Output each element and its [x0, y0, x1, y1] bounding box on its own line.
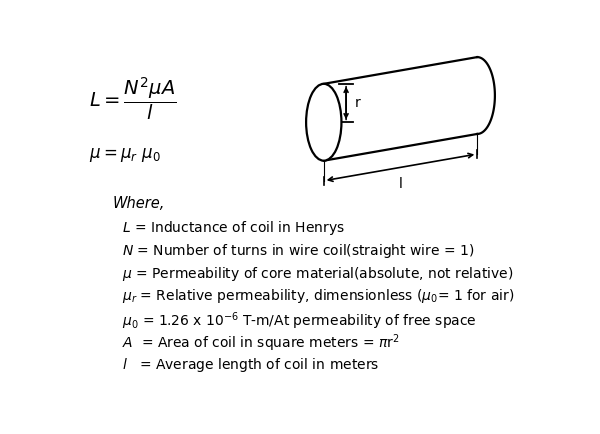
Ellipse shape [306, 84, 341, 161]
Text: l: l [398, 178, 403, 191]
Text: $l$   = Average length of coil in meters: $l$ = Average length of coil in meters [121, 355, 379, 374]
Text: $N$ = Number of turns in wire coil(straight wire = 1): $N$ = Number of turns in wire coil(strai… [121, 242, 474, 260]
Text: r: r [355, 96, 360, 110]
Text: $A$  = Area of coil in square meters = $\pi$r$^2$: $A$ = Area of coil in square meters = $\… [121, 333, 399, 355]
Text: $L$ = Inductance of coil in Henrys: $L$ = Inductance of coil in Henrys [121, 219, 344, 237]
Text: Where,: Where, [112, 196, 164, 211]
Text: $\mu = \mu_r\ \mu_0$: $\mu = \mu_r\ \mu_0$ [89, 146, 161, 164]
Text: $\mu_r$ = Relative permeability, dimensionless ($\mu_0$= 1 for air): $\mu_r$ = Relative permeability, dimensi… [121, 287, 514, 306]
Text: $\mu$ = Permeability of core material(absolute, not relative): $\mu$ = Permeability of core material(ab… [121, 265, 513, 283]
Text: $\mu_0$ = 1.26 x 10$^{-6}$ T-m/At permeability of free space: $\mu_0$ = 1.26 x 10$^{-6}$ T-m/At permea… [121, 310, 476, 332]
Polygon shape [324, 57, 477, 161]
Text: $\mathit{L} = \dfrac{N^2\mu A}{l}$: $\mathit{L} = \dfrac{N^2\mu A}{l}$ [89, 76, 176, 122]
